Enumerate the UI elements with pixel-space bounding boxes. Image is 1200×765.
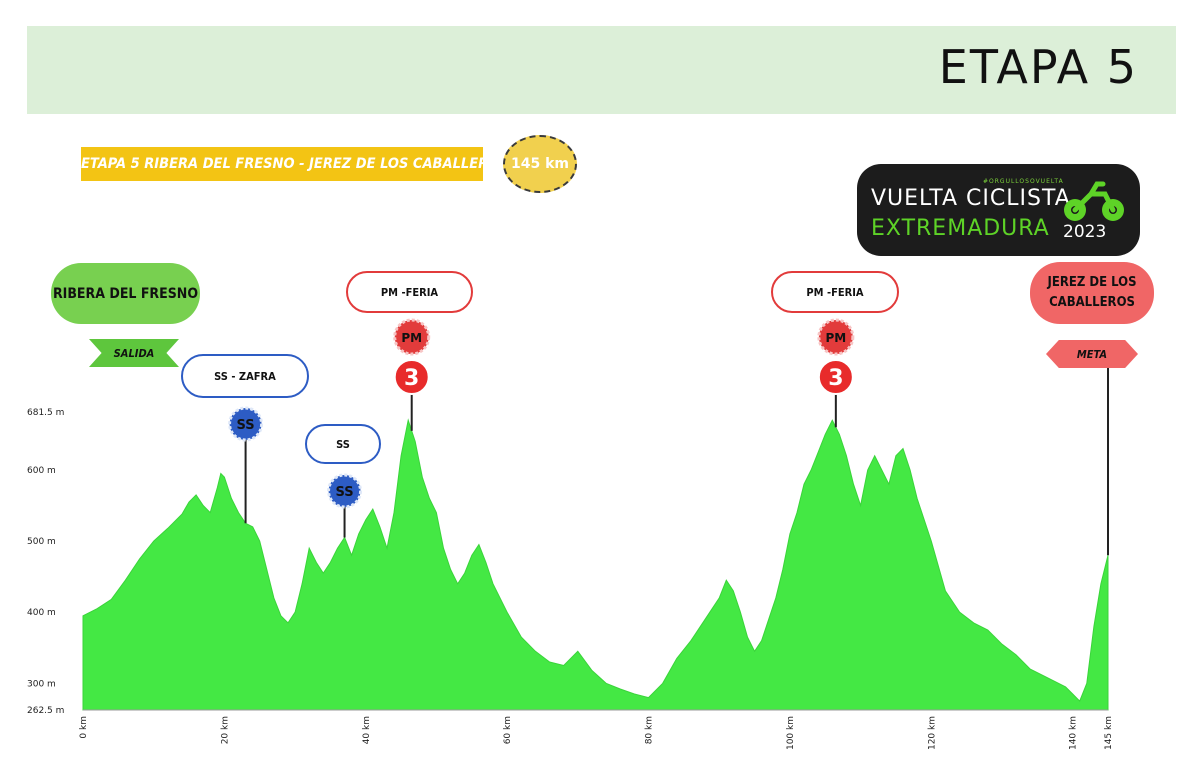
kom-badge <box>817 318 855 356</box>
kom-category-text: 3 <box>404 366 419 391</box>
logo-line-1: VUELTA CICLISTA <box>871 186 1071 211</box>
kom-badge-text: PM <box>825 331 846 345</box>
x-tick-label: 80 km <box>645 716 655 744</box>
sprint-badge <box>327 473 363 509</box>
stage-title: ETAPA 5 <box>938 40 1138 94</box>
distance-badge: 145 km <box>503 135 577 193</box>
start-flag: SALIDA <box>89 339 179 367</box>
route-banner: ETAPA 5 RIBERA DEL FRESNO - JEREZ DE LOS… <box>81 147 509 181</box>
kom-category-badge <box>817 359 854 395</box>
kom-badge <box>393 318 431 356</box>
start-town-pill: RIBERA DEL FRESNO <box>51 263 200 324</box>
race-logo: #ORGULLOSOVUELTA VUELTA CICLISTA EXTREMA… <box>857 164 1140 256</box>
sprint-label: SS <box>305 424 381 464</box>
x-tick-label: 140 km <box>1069 716 1079 750</box>
y-tick-label: 500 m <box>27 537 56 547</box>
kom-label: PM -FERIA <box>771 271 899 313</box>
y-tick-label: 600 m <box>27 466 56 476</box>
header-band: ETAPA 5 <box>27 26 1176 114</box>
kom-badge-text: PM <box>401 331 422 345</box>
x-tick-label: 60 km <box>503 716 513 744</box>
x-tick-label: 40 km <box>362 716 372 744</box>
logo-line-2: EXTREMADURA <box>871 216 1050 241</box>
finish-flag: META <box>1046 340 1138 368</box>
kom-category-badge <box>393 359 430 395</box>
x-tick-label: 20 km <box>220 716 230 744</box>
y-tick-label: 300 m <box>27 679 56 689</box>
x-tick-label: 145 km <box>1104 716 1114 750</box>
x-tick-label: 120 km <box>927 716 937 750</box>
kom-label: PM -FERIA <box>346 271 473 313</box>
logo-year: 2023 <box>1063 222 1107 242</box>
y-tick-label: 400 m <box>27 608 56 618</box>
finish-town-pill: JEREZ DE LOS CABALLEROS <box>1030 262 1154 324</box>
sprint-label: SS - ZAFRA <box>181 354 309 398</box>
sprint-badge-text: SS <box>335 485 353 500</box>
kom-category-text: 3 <box>828 366 843 391</box>
x-tick-label: 0 km <box>79 716 89 739</box>
sprint-badge <box>228 406 264 442</box>
y-tick-label: 262.5 m <box>27 706 64 716</box>
sprint-badge-text: SS <box>237 418 255 433</box>
bicycle-icon <box>1064 181 1124 221</box>
x-tick-label: 100 km <box>786 716 796 750</box>
y-tick-label: 681.5 m <box>27 408 64 418</box>
logo-hashtag: #ORGULLOSOVUELTA <box>983 178 1064 185</box>
elevation-area <box>82 418 1109 711</box>
